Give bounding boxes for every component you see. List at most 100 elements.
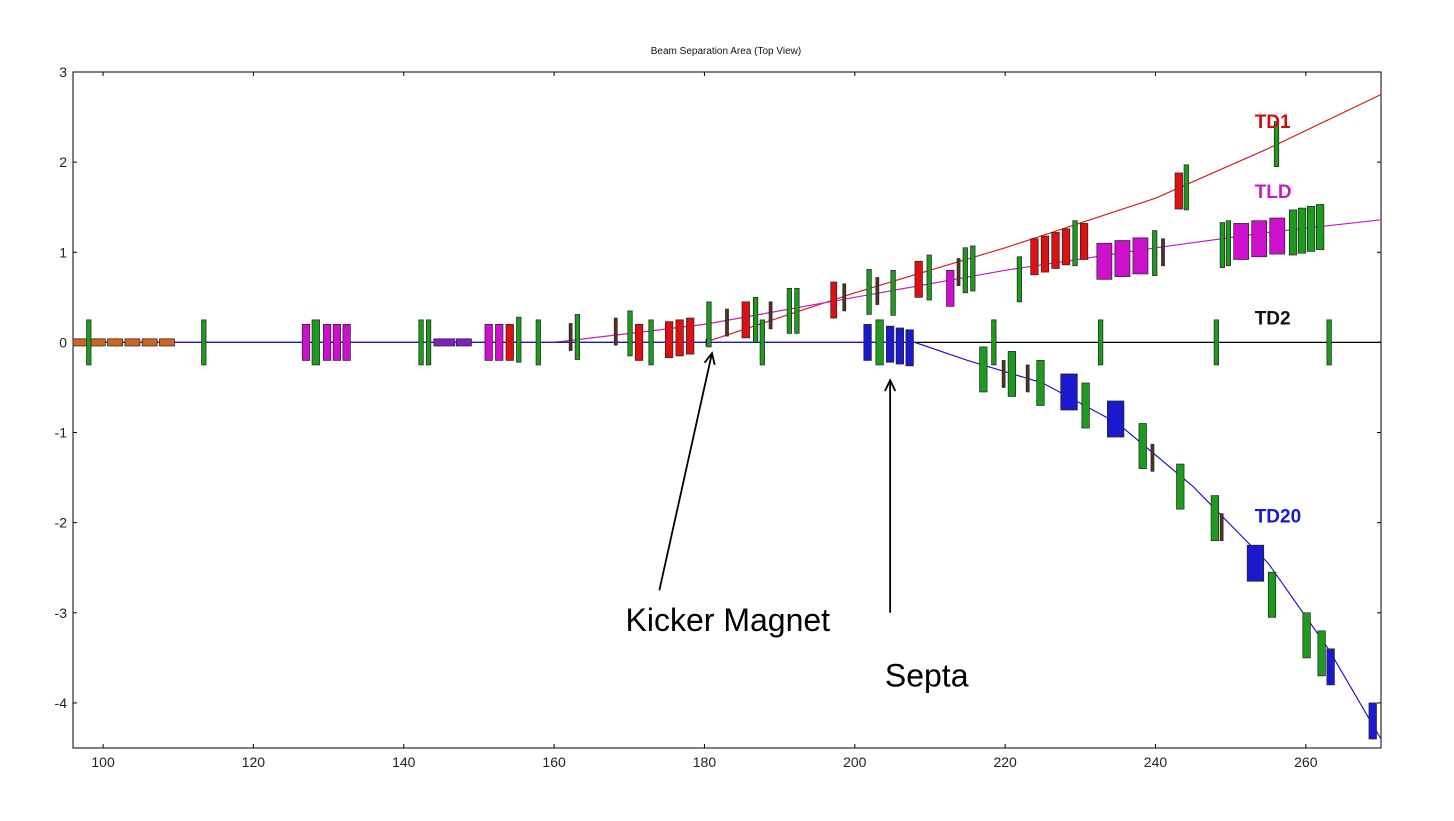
beamline-element xyxy=(1107,400,1125,438)
beamline-element xyxy=(124,338,141,347)
beamline-element xyxy=(1132,237,1149,275)
beamline-element xyxy=(505,324,514,361)
beamline-element xyxy=(1210,495,1219,542)
chart-title: Beam Separation Area (Top View) xyxy=(651,46,801,57)
beamline-element xyxy=(311,319,320,366)
beamline-element xyxy=(1297,207,1307,254)
beamline-element xyxy=(1326,319,1332,366)
beamline-element xyxy=(107,338,123,347)
beamline-element xyxy=(1368,702,1377,740)
beam-line-td1 xyxy=(704,93,1382,343)
beamline-element xyxy=(627,310,633,357)
beamline-element xyxy=(1096,242,1113,280)
beamline-element xyxy=(842,283,847,312)
beamline-element xyxy=(665,321,674,359)
beamline-element xyxy=(342,324,351,361)
beamline-element xyxy=(1051,232,1060,269)
y-tick-label: -1 xyxy=(55,425,68,441)
beamline-element xyxy=(86,319,92,366)
beamline-element xyxy=(1317,630,1326,677)
beamline-element xyxy=(895,327,905,365)
beamline-element xyxy=(301,324,311,361)
beamline-element xyxy=(1302,612,1311,659)
beamline-element xyxy=(418,319,424,366)
beamline-element xyxy=(905,329,914,367)
beamline-element xyxy=(89,338,106,347)
beamline-element xyxy=(322,324,332,361)
x-tick-label: 260 xyxy=(1294,754,1318,770)
beamline-element xyxy=(648,319,654,366)
beamline-element xyxy=(1219,222,1225,268)
beamline-element xyxy=(535,319,541,366)
beamline-element xyxy=(1183,164,1189,211)
beamline-element xyxy=(1036,360,1045,406)
beamline-element xyxy=(141,338,158,347)
plot-frame xyxy=(72,71,1382,749)
beamline-element xyxy=(495,324,504,361)
x-tick-label: 160 xyxy=(542,754,566,770)
beamline-element xyxy=(675,319,684,357)
beamline-element xyxy=(634,324,644,361)
beamline-element xyxy=(1079,223,1089,260)
beamline-element xyxy=(866,269,872,315)
beamline-element xyxy=(875,319,884,366)
y-tick-label: -3 xyxy=(55,605,68,621)
beamline-element xyxy=(456,338,472,347)
beamline-element xyxy=(706,301,712,348)
y-tick-label: 2 xyxy=(59,154,67,170)
beamline-element xyxy=(786,287,792,334)
beamline-element xyxy=(1306,205,1316,252)
beamline-element xyxy=(1152,230,1158,277)
beamline-element xyxy=(1213,319,1219,366)
y-tick-label: 0 xyxy=(59,334,67,350)
x-tick-label: 180 xyxy=(693,754,717,770)
beamline-element xyxy=(1233,223,1250,260)
beamline-element xyxy=(1016,256,1023,303)
beamline-element xyxy=(979,346,988,393)
beamline-element xyxy=(1025,364,1030,393)
beamline-element xyxy=(1081,382,1090,429)
y-tick-label: -4 xyxy=(55,695,68,711)
beamline-element xyxy=(1326,648,1335,686)
beamline-element xyxy=(1161,238,1165,267)
beamline-element xyxy=(1251,220,1268,258)
beamline-element xyxy=(1030,238,1039,276)
beamline-element xyxy=(1225,220,1232,267)
beamline-element xyxy=(970,245,976,292)
beamline-element xyxy=(1269,217,1286,255)
beamline-element xyxy=(914,260,923,298)
beamline-element xyxy=(886,325,895,363)
beamline-element xyxy=(1176,463,1185,510)
beamline-element xyxy=(956,258,961,286)
beamline-element xyxy=(752,296,759,343)
x-tick-label: 200 xyxy=(843,754,867,770)
annotation-label: Septa xyxy=(885,658,969,694)
beamline-element xyxy=(830,281,838,319)
y-tick-label: 3 xyxy=(59,64,67,80)
beamline-element xyxy=(1288,209,1298,256)
beamline-element xyxy=(1316,204,1325,250)
beamline-element xyxy=(946,269,955,307)
annotation-arrowhead xyxy=(703,351,716,366)
beamline-element xyxy=(433,338,456,347)
x-tick-label: 220 xyxy=(993,754,1017,770)
beamline-element xyxy=(741,301,750,339)
beamline-element xyxy=(768,301,773,330)
beamline-element xyxy=(1138,423,1147,469)
beamline-element xyxy=(332,324,341,361)
beamline-element xyxy=(159,338,175,347)
axes: 100 120 140 160 180 200 220 240 260 3 2 1 0 -1 -2 -3 -4 xyxy=(55,64,1381,770)
beam-labels: TD1 TLD TD2 TD20 xyxy=(1255,112,1301,528)
beamline-element xyxy=(613,317,618,346)
beam-label-td20: TD20 xyxy=(1255,507,1301,528)
beam-label-tld: TLD xyxy=(1255,182,1292,203)
beamline-element xyxy=(1098,319,1104,366)
beamline-element xyxy=(863,324,872,361)
beamline-element xyxy=(686,317,695,355)
beamline-element xyxy=(72,338,89,347)
beamline-element xyxy=(991,319,997,366)
beamline-element xyxy=(926,254,932,301)
beamline-element xyxy=(1040,235,1050,273)
